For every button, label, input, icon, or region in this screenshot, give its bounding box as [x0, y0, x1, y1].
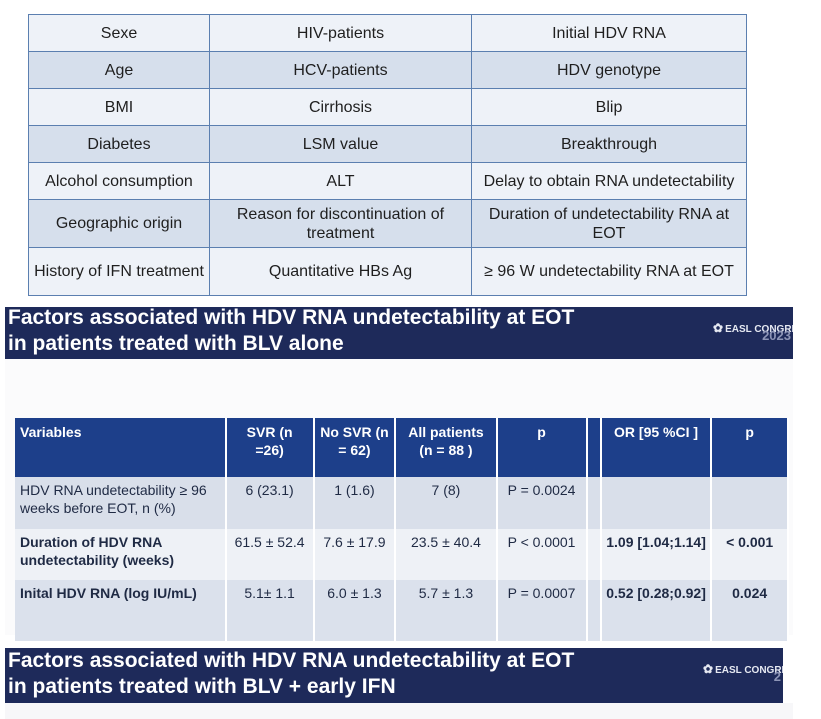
- table-row: Diabetes LSM value Breakthrough: [28, 125, 747, 163]
- logo-text: EASL CONGRESS: [725, 324, 793, 335]
- variables-table: Sexe HIV-patients Initial HDV RNA Age HC…: [28, 14, 747, 296]
- column-header-no-svr: No SVR (n = 62): [313, 418, 397, 477]
- column-header-p: p: [496, 418, 588, 477]
- table-cell: Blip: [471, 88, 747, 126]
- logo-text: EASL CONGRESS: [715, 665, 783, 676]
- easl-logo-icon: ✿: [703, 662, 714, 676]
- table-cell: HIV-patients: [209, 14, 472, 52]
- easl-logo-icon: ✿: [713, 321, 724, 335]
- table-row: Sexe HIV-patients Initial HDV RNA: [28, 14, 747, 52]
- slide-body: [5, 703, 793, 719]
- cell-svr: 61.5 ± 52.4: [225, 529, 315, 580]
- cell-p2: [711, 477, 789, 529]
- column-header-variables: Variables: [15, 418, 227, 477]
- table-cell: HCV-patients: [209, 51, 472, 89]
- column-header-p2: p: [711, 418, 789, 477]
- table-row: Alcohol consumption ALT Delay to obtain …: [28, 162, 747, 200]
- cell-all: 7 (8): [395, 477, 498, 529]
- cell-p2: 0.024: [711, 580, 789, 641]
- cell-p: P < 0.0001: [496, 529, 588, 580]
- table-row: HDV RNA undetectability ≥ 96 weeks befor…: [15, 477, 789, 529]
- slide-title-banner: Factors associated with HDV RNA undetect…: [5, 305, 793, 359]
- table-cell: ALT: [209, 162, 472, 200]
- table-cell: Quantitative HBs Ag: [209, 247, 472, 296]
- column-header-all-patients: All patients (n = 88 ): [395, 418, 498, 477]
- cell-p: P = 0.0024: [496, 477, 588, 529]
- table-cell: Age: [28, 51, 210, 89]
- table-cell: Cirrhosis: [209, 88, 472, 126]
- table-cell: Breakthrough: [471, 125, 747, 163]
- table-row: Age HCV-patients HDV genotype: [28, 51, 747, 89]
- slide-title-line: in patients treated with BLV + early IFN: [8, 675, 396, 698]
- slide-title-line: Factors associated with HDV RNA undetect…: [8, 306, 575, 329]
- table-row: Inital HDV RNA (log IU/mL) 5.1± 1.1 6.0 …: [15, 580, 789, 641]
- table-row: Duration of HDV RNA undetectability (wee…: [15, 529, 789, 580]
- table-cell: Initial HDV RNA: [471, 14, 747, 52]
- column-divider: [586, 418, 602, 477]
- table-cell: Reason for discontinuation of treatment: [209, 199, 472, 248]
- logo-year: 2: [773, 669, 781, 684]
- table-cell: History of IFN treatment: [28, 247, 210, 296]
- table-cell: Alcohol consumption: [28, 162, 210, 200]
- table-cell: Diabetes: [28, 125, 210, 163]
- cell-svr: 5.1± 1.1: [225, 580, 315, 641]
- logo-year: 2023: [762, 328, 791, 343]
- cell-no-svr: 7.6 ± 17.9: [313, 529, 397, 580]
- column-divider: [586, 529, 602, 580]
- column-header-or: OR [95 %CI ]: [600, 418, 713, 477]
- table-row: BMI Cirrhosis Blip: [28, 88, 747, 126]
- cell-p: P = 0.0007: [496, 580, 588, 641]
- results-table: Variables SVR (n =26) No SVR (n = 62) Al…: [15, 418, 789, 641]
- table-cell: Geographic origin: [28, 199, 210, 248]
- table-row: Geographic origin Reason for discontinua…: [28, 199, 747, 248]
- slide-title-line: in patients treated with BLV alone: [8, 332, 344, 355]
- cell-or: 1.09 [1.04;1.14]: [600, 529, 713, 580]
- column-divider: [586, 477, 602, 529]
- cell-or: [600, 477, 713, 529]
- table-cell: LSM value: [209, 125, 472, 163]
- table-cell: Duration of undetectability RNA at EOT: [471, 199, 747, 248]
- cell-all: 5.7 ± 1.3: [395, 580, 498, 641]
- table-cell: Sexe: [28, 14, 210, 52]
- slide-title-line: Factors associated with HDV RNA undetect…: [8, 649, 575, 672]
- cell-or: 0.52 [0.28;0.92]: [600, 580, 713, 641]
- slide-title-banner: Factors associated with HDV RNA undetect…: [5, 648, 783, 703]
- table-cell: ≥ 96 W undetectability RNA at EOT: [471, 247, 747, 296]
- table-row: History of IFN treatment Quantitative HB…: [28, 247, 747, 296]
- slide-title: Factors associated with HDV RNA undetect…: [8, 648, 574, 700]
- cell-no-svr: 1 (1.6): [313, 477, 397, 529]
- table-cell: HDV genotype: [471, 51, 747, 89]
- cell-no-svr: 6.0 ± 1.3: [313, 580, 397, 641]
- row-variable: Duration of HDV RNA undetectability (wee…: [15, 529, 227, 580]
- cell-all: 23.5 ± 40.4: [395, 529, 498, 580]
- easl-congress-logo: ✿EASL CONGRESS 2023: [713, 315, 793, 343]
- cell-svr: 6 (23.1): [225, 477, 315, 529]
- row-variable: Inital HDV RNA (log IU/mL): [15, 580, 227, 641]
- column-header-svr: SVR (n =26): [225, 418, 315, 477]
- cell-p2: < 0.001: [711, 529, 789, 580]
- slide-title: Factors associated with HDV RNA undetect…: [8, 305, 574, 357]
- table-cell: Delay to obtain RNA undetectability: [471, 162, 747, 200]
- table-cell: BMI: [28, 88, 210, 126]
- table-header-row: Variables SVR (n =26) No SVR (n = 62) Al…: [15, 418, 789, 477]
- column-divider: [586, 580, 602, 641]
- row-variable: HDV RNA undetectability ≥ 96 weeks befor…: [15, 477, 227, 529]
- easl-congress-logo: ✿EASL CONGRESS 2: [703, 656, 783, 684]
